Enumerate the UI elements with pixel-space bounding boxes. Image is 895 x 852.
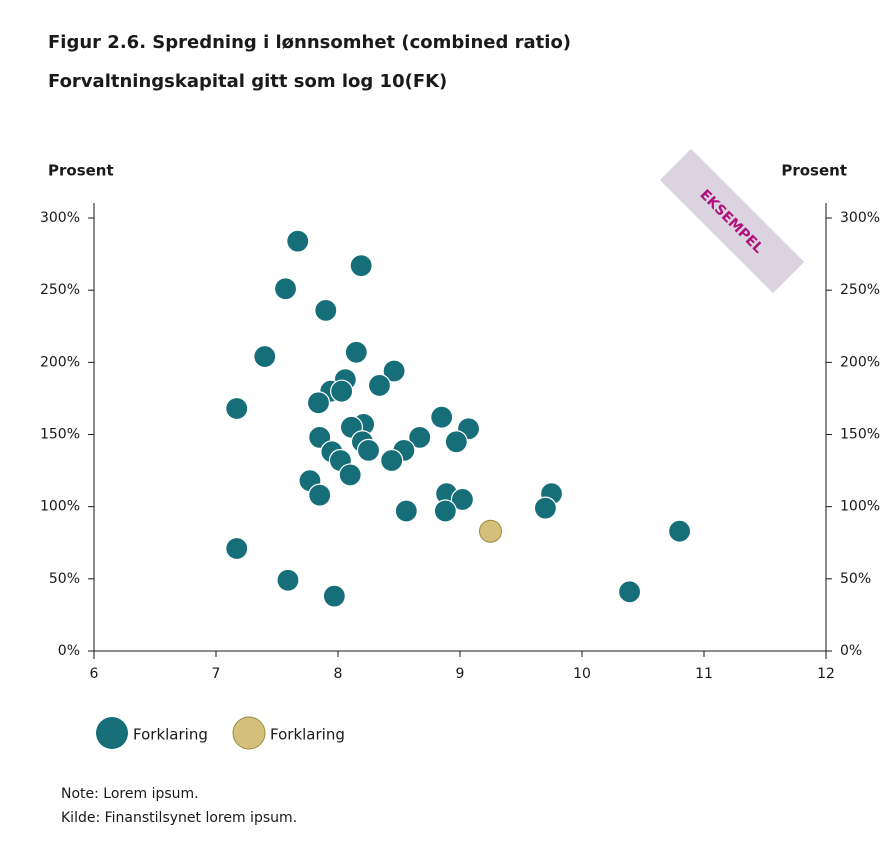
point xyxy=(286,229,310,253)
point xyxy=(322,584,346,608)
y2-axis-label: Prosent xyxy=(781,162,847,180)
point xyxy=(450,487,475,512)
y2-tick-label: 200% xyxy=(840,354,880,370)
point xyxy=(349,254,373,278)
y-tick-label: 300% xyxy=(40,210,80,226)
x-tick-label: 11 xyxy=(695,666,713,682)
point xyxy=(408,425,432,449)
source: Kilde: Finanstilsynet lorem ipsum. xyxy=(61,810,297,826)
x-tick-label: 9 xyxy=(456,666,465,682)
y2-tick-label: 250% xyxy=(840,282,880,298)
watermark-box xyxy=(659,148,805,294)
note: Note: Lorem ipsum. xyxy=(61,786,199,802)
point xyxy=(338,463,362,487)
point xyxy=(314,298,338,322)
point xyxy=(667,519,692,543)
point xyxy=(330,379,354,403)
y2-tick-label: 300% xyxy=(840,210,880,226)
y-tick-label: 0% xyxy=(58,643,80,659)
point xyxy=(533,496,558,520)
y2-tick-label: 0% xyxy=(840,643,862,659)
y-tick-label: 250% xyxy=(40,282,80,298)
point xyxy=(225,536,249,561)
point xyxy=(356,438,381,462)
x-tick-label: 8 xyxy=(334,666,343,682)
chart-subtitle: Forvaltningskapital gitt som log 10(FK) xyxy=(48,71,447,92)
y-tick-label: 100% xyxy=(40,499,80,515)
point xyxy=(433,499,457,523)
point xyxy=(382,359,406,383)
y-tick-label: 50% xyxy=(49,571,80,587)
point xyxy=(225,396,249,421)
y2-tick-label: 150% xyxy=(840,427,880,443)
point xyxy=(367,373,392,398)
x-tick-label: 6 xyxy=(90,666,99,682)
x-tick-label: 10 xyxy=(573,666,591,682)
point xyxy=(444,430,468,454)
x-tick-label: 7 xyxy=(212,666,221,682)
y-axis-label: Prosent xyxy=(48,162,114,180)
y-tick-label: 200% xyxy=(40,354,80,370)
point xyxy=(276,568,300,592)
chart-title: Figur 2.6. Spredning i lønnsomhet (combi… xyxy=(48,32,571,53)
point xyxy=(617,580,642,604)
point xyxy=(344,340,368,364)
legend-label: Forklaring xyxy=(133,726,208,744)
y2-tick-label: 100% xyxy=(840,499,880,515)
legend-marker xyxy=(232,716,266,750)
point xyxy=(430,405,454,429)
point xyxy=(273,277,298,301)
point xyxy=(380,448,404,473)
point xyxy=(394,499,418,523)
legend-label: Forklaring xyxy=(270,726,345,744)
point xyxy=(253,344,277,369)
legend-marker xyxy=(96,717,128,749)
point xyxy=(308,483,332,507)
point xyxy=(479,519,502,543)
x-tick-label: 12 xyxy=(817,666,835,682)
y2-tick-label: 50% xyxy=(840,571,871,587)
point xyxy=(306,391,331,415)
y-tick-label: 150% xyxy=(40,427,80,443)
